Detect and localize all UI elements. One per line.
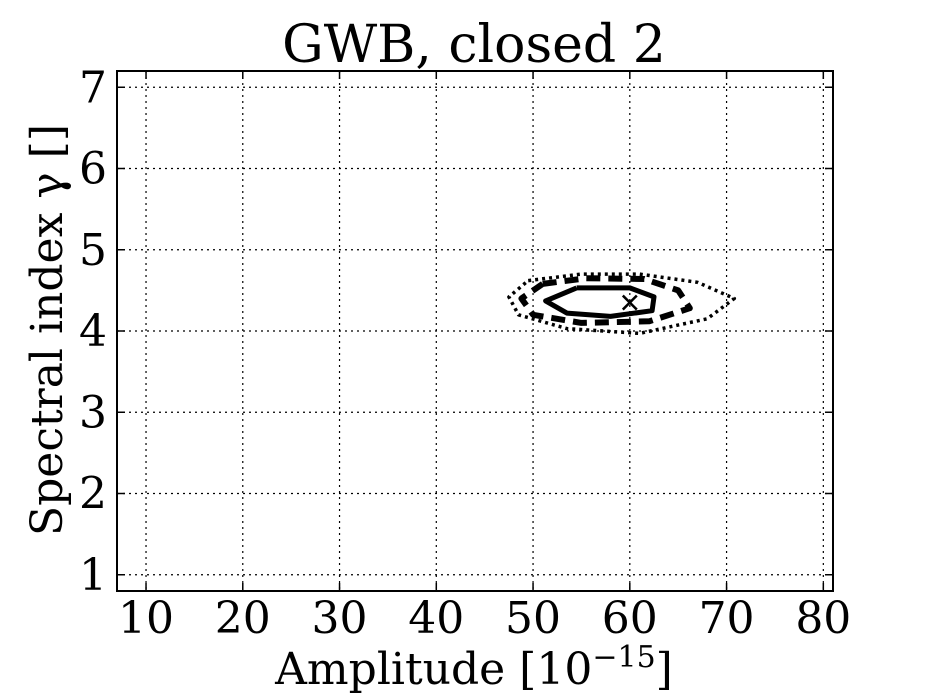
y-tick-label-2: 2 xyxy=(79,469,107,520)
contour-dotted xyxy=(507,272,737,336)
contour-solid xyxy=(543,285,657,319)
x-tick-label-20: 20 xyxy=(215,593,271,644)
contour-dashed xyxy=(518,275,693,326)
x-tick-label-60: 60 xyxy=(602,593,658,644)
y-tick-label-7: 7 xyxy=(79,62,107,113)
x-tick-label-40: 40 xyxy=(408,593,464,644)
x-axis-title-suffix: ] xyxy=(656,644,673,695)
x-tick-label-70: 70 xyxy=(699,593,755,644)
y-tick-labels: 1 2 3 4 5 6 7 xyxy=(79,62,107,601)
y-tick-label-1: 1 xyxy=(79,550,107,601)
axis-ticks xyxy=(117,71,833,591)
y-tick-label-6: 6 xyxy=(79,144,107,195)
best-fit-marker xyxy=(621,294,638,311)
y-tick-label-4: 4 xyxy=(79,306,107,357)
contour-group xyxy=(507,272,737,336)
x-axis-title: Amplitude [10−15] xyxy=(274,640,673,696)
x-tick-labels: 10 20 30 40 50 60 70 80 xyxy=(118,593,851,644)
x-tick-label-30: 30 xyxy=(312,593,368,644)
x-axis-title-base: Amplitude [10 xyxy=(274,644,592,695)
grid xyxy=(117,71,833,591)
y-tick-label-3: 3 xyxy=(79,387,107,438)
x-tick-label-50: 50 xyxy=(505,593,561,644)
plot-frame xyxy=(116,70,834,592)
marker-stroke-2 xyxy=(621,294,638,311)
y-axis-title: Spectral index γ [] xyxy=(22,124,73,536)
y-tick-label-5: 5 xyxy=(79,225,107,276)
x-tick-label-10: 10 xyxy=(118,593,174,644)
x-tick-label-80: 80 xyxy=(795,593,851,644)
x-axis-title-exponent: −15 xyxy=(592,640,655,675)
chart-title: GWB, closed 2 xyxy=(282,15,666,75)
